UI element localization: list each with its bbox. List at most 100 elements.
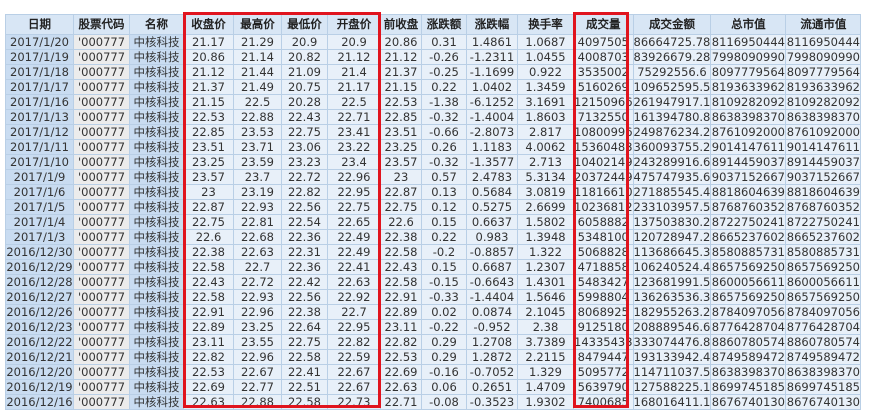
table-cell[interactable]: 2017/1/5 bbox=[5, 199, 74, 215]
table-cell[interactable]: 249876234.2 bbox=[632, 124, 712, 140]
table-cell[interactable]: 22.58 bbox=[281, 394, 328, 410]
table-cell[interactable]: 8580885731 bbox=[710, 244, 787, 260]
table-cell[interactable]: 1.3948 bbox=[517, 229, 574, 245]
table-cell[interactable]: 8860780574 bbox=[710, 334, 787, 350]
table-cell[interactable]: 22.58 bbox=[183, 259, 234, 275]
table-cell[interactable]: 8657569250 bbox=[710, 259, 787, 275]
table-cell[interactable]: 中核科技 bbox=[129, 244, 184, 260]
table-cell[interactable]: 21.15 bbox=[183, 94, 234, 110]
table-cell[interactable]: 8768760352 bbox=[710, 199, 787, 215]
table-cell[interactable]: 161394780.8 bbox=[632, 109, 712, 125]
table-cell[interactable]: 8600056611 bbox=[785, 274, 862, 290]
table-cell[interactable]: 114711037.5 bbox=[632, 364, 712, 380]
table-cell[interactable]: -0.2 bbox=[421, 244, 467, 260]
table-cell[interactable]: 0.5275 bbox=[466, 199, 518, 215]
table-cell[interactable]: -1.1699 bbox=[466, 64, 518, 80]
table-cell[interactable]: 23.57 bbox=[380, 154, 422, 170]
table-cell[interactable]: 8657569250 bbox=[710, 289, 787, 305]
table-cell[interactable]: 22.63 bbox=[327, 274, 381, 290]
table-cell[interactable]: 3535002 bbox=[573, 64, 634, 80]
table-cell[interactable]: 22.71 bbox=[380, 394, 422, 410]
table-cell[interactable]: '000777 bbox=[73, 169, 130, 185]
table-cell[interactable]: -1.38 bbox=[421, 94, 467, 110]
table-cell[interactable]: 22.95 bbox=[327, 319, 381, 335]
table-cell[interactable]: 5068828 bbox=[573, 244, 634, 260]
table-cell[interactable]: 22.36 bbox=[281, 229, 328, 245]
table-cell[interactable]: 22.49 bbox=[327, 244, 381, 260]
table-cell[interactable]: '000777 bbox=[73, 334, 130, 350]
table-cell[interactable]: 5.3134 bbox=[517, 169, 574, 185]
table-cell[interactable]: 中核科技 bbox=[129, 154, 184, 170]
table-cell[interactable]: 22.87 bbox=[183, 199, 234, 215]
table-cell[interactable]: 22.71 bbox=[327, 109, 381, 125]
table-cell[interactable]: 8860780574 bbox=[785, 334, 862, 350]
table-cell[interactable]: 11816610 bbox=[573, 184, 634, 200]
table-cell[interactable]: '000777 bbox=[73, 109, 130, 125]
table-cell[interactable]: 22.75 bbox=[281, 334, 328, 350]
table-cell[interactable]: 1.5802 bbox=[517, 214, 574, 230]
table-cell[interactable]: 2016/12/20 bbox=[5, 364, 74, 380]
table-cell[interactable]: 106240524.4 bbox=[632, 259, 712, 275]
table-cell[interactable]: 22.96 bbox=[327, 169, 381, 185]
table-cell[interactable]: 2017/1/18 bbox=[5, 64, 74, 80]
table-cell[interactable]: 22.49 bbox=[327, 229, 381, 245]
table-cell[interactable]: 21.44 bbox=[233, 64, 282, 80]
table-cell[interactable]: 2.713 bbox=[517, 154, 574, 170]
table-cell[interactable]: 2.6699 bbox=[517, 199, 574, 215]
table-cell[interactable]: 22.91 bbox=[380, 289, 422, 305]
table-cell[interactable]: 0.983 bbox=[466, 229, 518, 245]
table-cell[interactable]: 23.59 bbox=[233, 154, 282, 170]
table-cell[interactable]: 2016/12/29 bbox=[5, 259, 74, 275]
table-cell[interactable]: 8768760352 bbox=[785, 199, 862, 215]
table-cell[interactable]: 2017/1/9 bbox=[5, 169, 74, 185]
table-cell[interactable]: 22.38 bbox=[183, 244, 234, 260]
column-header[interactable]: 成交金额 bbox=[632, 14, 712, 35]
table-cell[interactable]: 22.53 bbox=[183, 109, 234, 125]
table-cell[interactable]: 8193633962 bbox=[710, 79, 787, 95]
table-cell[interactable]: 5160269 bbox=[573, 79, 634, 95]
column-header[interactable]: 名称 bbox=[129, 14, 184, 35]
table-cell[interactable]: 193133942.4 bbox=[632, 349, 712, 365]
table-cell[interactable]: 22.82 bbox=[380, 334, 422, 350]
table-cell[interactable]: 2016/12/27 bbox=[5, 289, 74, 305]
table-cell[interactable]: 22.43 bbox=[183, 274, 234, 290]
table-cell[interactable]: 136263536.3 bbox=[632, 289, 712, 305]
table-cell[interactable]: 20.9 bbox=[327, 34, 381, 50]
table-cell[interactable]: 261947917.1 bbox=[632, 94, 712, 110]
table-cell[interactable]: 8109282092 bbox=[785, 94, 862, 110]
table-cell[interactable]: 中核科技 bbox=[129, 394, 184, 410]
table-cell[interactable]: '000777 bbox=[73, 259, 130, 275]
table-cell[interactable]: 1.5646 bbox=[517, 289, 574, 305]
table-cell[interactable]: 中核科技 bbox=[129, 169, 184, 185]
table-cell[interactable]: 中核科技 bbox=[129, 229, 184, 245]
table-cell[interactable]: 22.93 bbox=[233, 289, 282, 305]
table-cell[interactable]: 2017/1/11 bbox=[5, 139, 74, 155]
table-cell[interactable]: 1.322 bbox=[517, 244, 574, 260]
table-cell[interactable]: -1.2311 bbox=[466, 49, 518, 65]
table-cell[interactable]: 4008703 bbox=[573, 49, 634, 65]
table-cell[interactable]: 208889546.6 bbox=[632, 319, 712, 335]
table-cell[interactable]: 75292556.6 bbox=[632, 64, 712, 80]
table-cell[interactable]: 182955263.2 bbox=[632, 304, 712, 320]
table-cell[interactable]: 2017/1/13 bbox=[5, 109, 74, 125]
table-cell[interactable]: -1.4004 bbox=[466, 109, 518, 125]
table-cell[interactable]: 168016411.1 bbox=[632, 394, 712, 410]
table-cell[interactable]: 0.6637 bbox=[466, 214, 518, 230]
table-cell[interactable]: 中核科技 bbox=[129, 79, 184, 95]
table-cell[interactable]: 22.51 bbox=[281, 379, 328, 395]
table-cell[interactable]: 8722750241 bbox=[710, 214, 787, 230]
table-cell[interactable]: 3.1691 bbox=[517, 94, 574, 110]
table-cell[interactable]: 8068925 bbox=[573, 304, 634, 320]
table-cell[interactable]: 20372449 bbox=[573, 169, 634, 185]
table-cell[interactable]: 14335433 bbox=[573, 334, 634, 350]
column-header[interactable]: 开盘价 bbox=[327, 14, 381, 35]
table-cell[interactable]: 233103957.5 bbox=[632, 199, 712, 215]
table-cell[interactable]: 0.22 bbox=[421, 229, 467, 245]
table-cell[interactable]: 2.817 bbox=[517, 124, 574, 140]
table-cell[interactable]: 22.58 bbox=[281, 349, 328, 365]
table-cell[interactable]: 2016/12/30 bbox=[5, 244, 74, 260]
table-cell[interactable]: 2017/1/12 bbox=[5, 124, 74, 140]
table-cell[interactable]: 22.53 bbox=[380, 94, 422, 110]
table-cell[interactable]: 2016/12/23 bbox=[5, 319, 74, 335]
table-cell[interactable]: 7132550 bbox=[573, 109, 634, 125]
